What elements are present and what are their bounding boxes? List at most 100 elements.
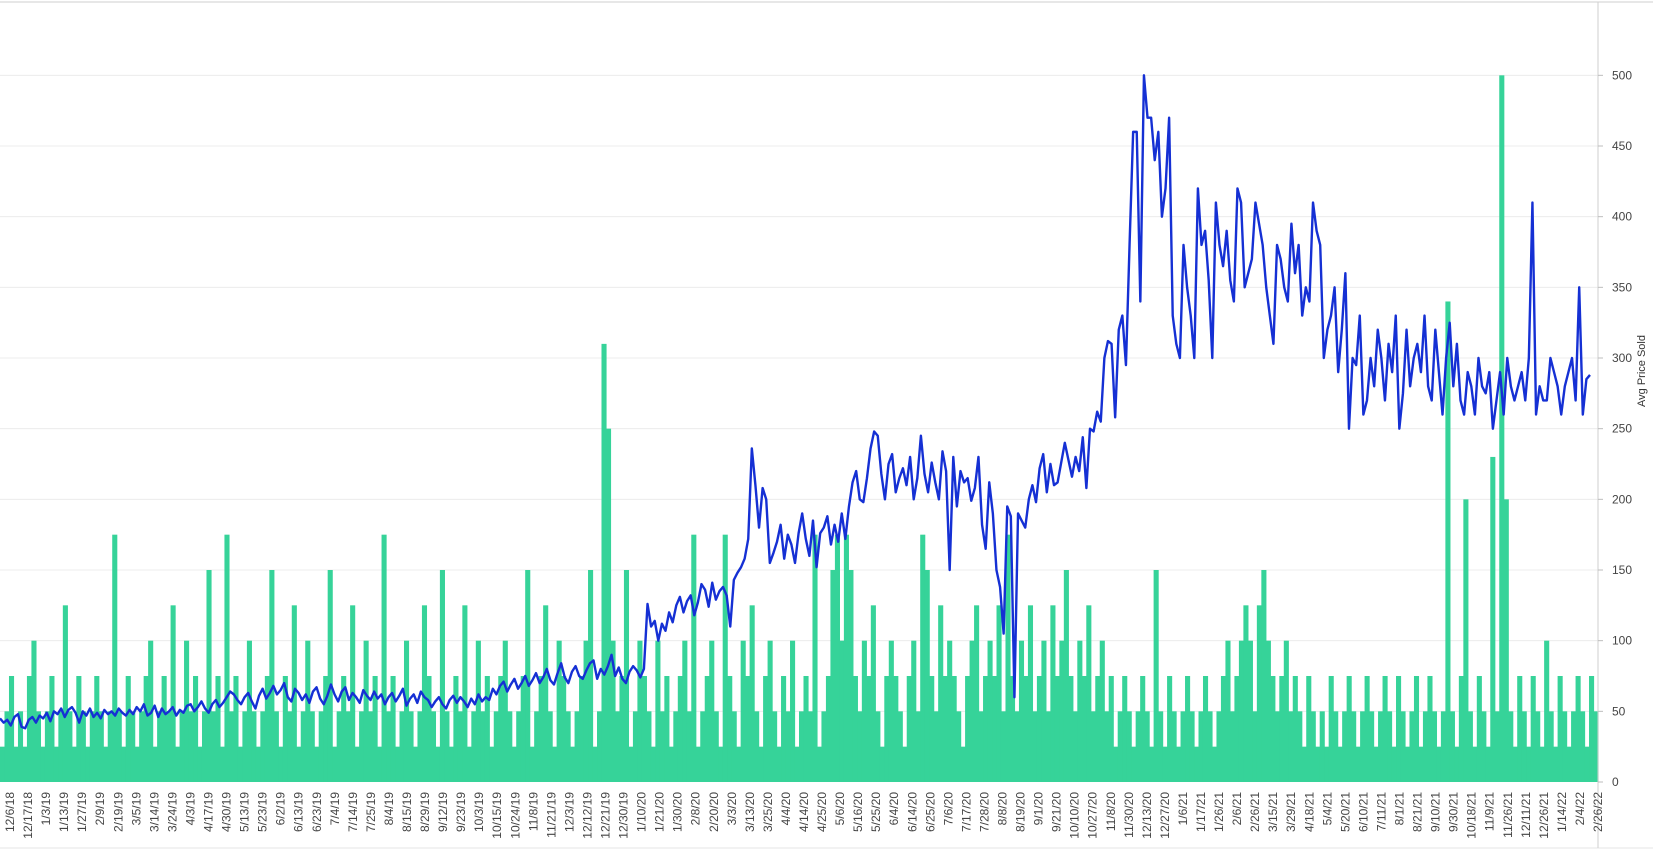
bar (439, 570, 445, 782)
x-tick-label: 9/30/21 (1447, 792, 1461, 832)
bar (1526, 746, 1532, 782)
bar (139, 711, 145, 782)
bar (552, 746, 558, 782)
x-tick-label: 12/17/18 (21, 792, 35, 839)
y-tick-label: 100 (1612, 634, 1632, 648)
bar (1036, 676, 1042, 782)
x-tick-label: 1/13/19 (57, 792, 71, 832)
x-tick-label: 3/24/19 (165, 792, 179, 832)
bar (1140, 676, 1146, 782)
x-tick-label: 1/10/20 (635, 792, 649, 832)
bar (1512, 746, 1518, 782)
bar (1198, 711, 1204, 782)
x-tick-label: 4/18/21 (1302, 792, 1316, 832)
bar (26, 676, 33, 782)
bar (983, 676, 989, 782)
bar (175, 746, 181, 782)
y-tick-label: 400 (1612, 210, 1632, 224)
bar (1360, 711, 1366, 782)
bar (1247, 640, 1253, 782)
bar (646, 711, 652, 782)
bar (314, 746, 320, 782)
bar (300, 711, 306, 782)
bar (1530, 676, 1536, 782)
bar (44, 711, 50, 782)
bar (547, 711, 553, 782)
bar (592, 746, 598, 782)
bar (287, 711, 293, 782)
y-tick-label: 50 (1612, 704, 1626, 718)
bar (89, 711, 95, 782)
bar (529, 746, 535, 782)
bar (1351, 711, 1357, 782)
bar (772, 711, 778, 782)
bar (942, 676, 948, 782)
bar (116, 711, 122, 782)
x-tick-label: 7/14/19 (346, 792, 360, 832)
bar (673, 711, 679, 782)
bar (327, 570, 333, 782)
bar (969, 640, 975, 782)
x-tick-label: 6/23/19 (310, 792, 324, 832)
bar (161, 676, 167, 782)
bar (1225, 640, 1231, 782)
x-tick-label: 10/27/20 (1086, 792, 1100, 839)
bar (125, 676, 131, 782)
x-tick-label: 1/6/21 (1176, 792, 1190, 826)
bar (1189, 711, 1195, 782)
bar (386, 711, 392, 782)
y-tick-label: 250 (1612, 422, 1632, 436)
bar (843, 534, 849, 782)
bar (359, 711, 365, 782)
bar (794, 746, 800, 782)
bar (821, 711, 827, 782)
bar (1000, 711, 1007, 782)
x-tick-label: 5/13/19 (238, 792, 252, 832)
bar (745, 676, 751, 782)
bar (1342, 711, 1348, 782)
bar (17, 711, 24, 782)
bar (1099, 640, 1105, 782)
bar (1072, 711, 1078, 782)
x-tick-label: 11/30/20 (1122, 792, 1136, 838)
bar (1503, 499, 1509, 782)
bar (1404, 746, 1411, 782)
bar (1418, 746, 1424, 782)
bar (40, 746, 46, 782)
bar (749, 605, 755, 782)
bar (1557, 676, 1563, 782)
bar (1158, 711, 1164, 782)
bar (956, 711, 962, 782)
bar (1220, 676, 1227, 782)
bar (807, 711, 814, 782)
bar (740, 640, 746, 782)
bar (704, 676, 710, 782)
bar (1270, 676, 1276, 782)
bar (1472, 746, 1478, 782)
bar (318, 711, 324, 782)
bar (641, 676, 647, 782)
bar (466, 746, 472, 782)
bar (489, 746, 495, 782)
bar (790, 640, 796, 782)
bar (368, 711, 374, 782)
bar (377, 746, 383, 782)
bar (852, 676, 858, 782)
x-tick-label: 7/11/21 (1375, 792, 1389, 831)
x-tick-label: 11/8/19 (526, 792, 540, 831)
x-tick-label: 10/24/19 (508, 792, 522, 839)
bar (412, 746, 419, 782)
bar (1283, 640, 1289, 782)
bar (929, 676, 935, 782)
y-tick-label: 200 (1612, 492, 1632, 506)
bar (763, 676, 769, 782)
bar (1387, 711, 1393, 782)
bar (628, 746, 634, 782)
x-tick-label: 7/4/19 (328, 792, 342, 826)
bar (71, 746, 77, 782)
x-tick-label: 12/30/19 (617, 792, 631, 839)
bar (1548, 711, 1554, 782)
x-tick-label: 11/26/21 (1501, 792, 1515, 838)
bar (201, 711, 208, 782)
bar (1027, 605, 1034, 782)
